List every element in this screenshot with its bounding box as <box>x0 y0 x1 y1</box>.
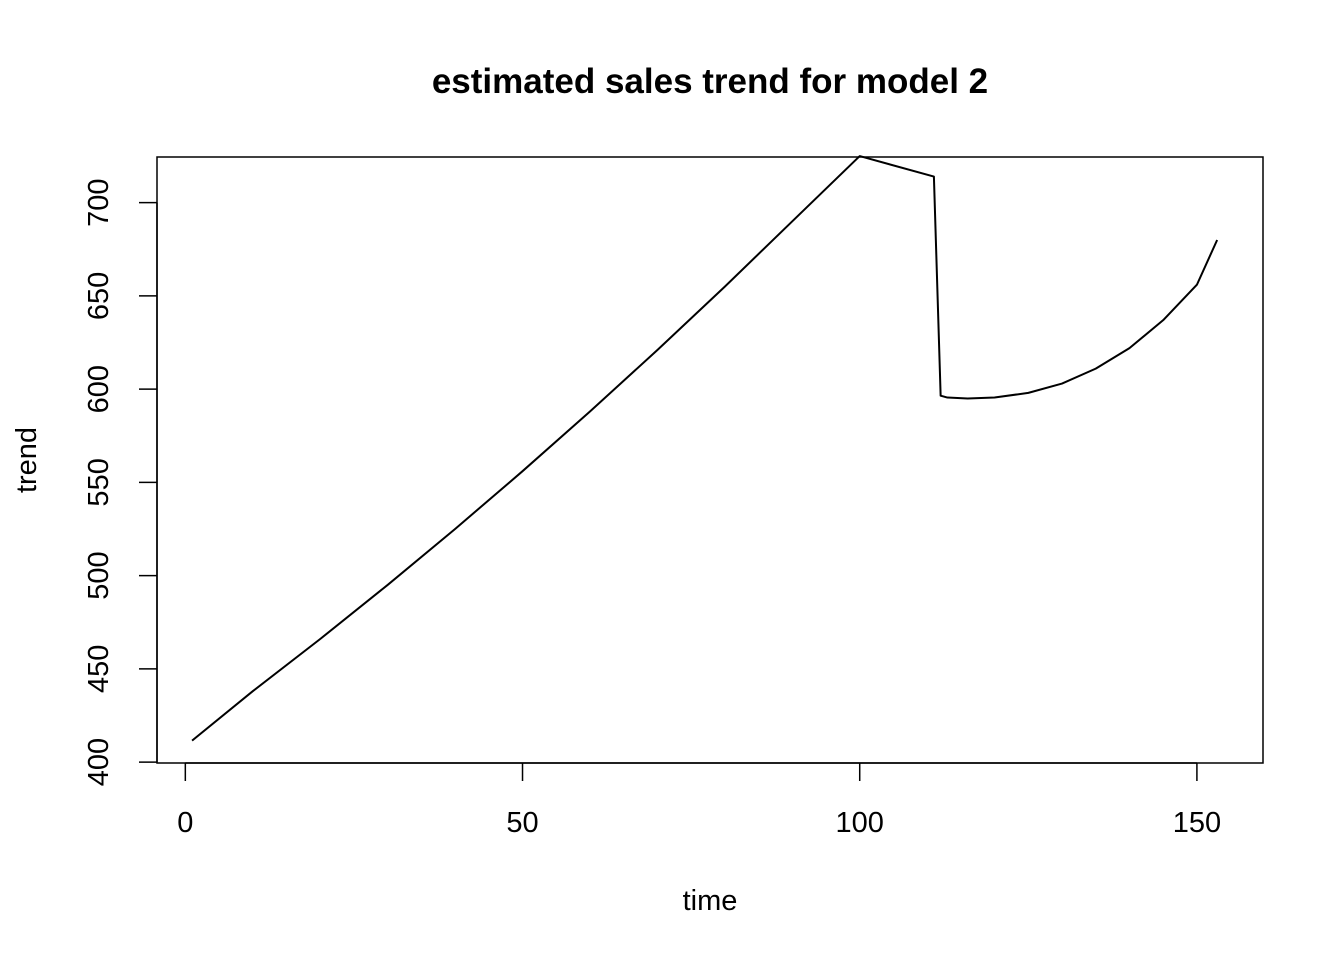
y-tick-label: 500 <box>83 551 115 599</box>
x-axis-label: time <box>683 885 738 917</box>
y-tick-label: 650 <box>83 272 115 320</box>
series-layer <box>191 155 1219 742</box>
y-tick-label: 600 <box>83 365 115 413</box>
x-axis: 0 50 100 150 <box>177 762 1221 839</box>
x-tick-label: 50 <box>506 807 538 839</box>
y-tick-label: 400 <box>83 738 115 786</box>
x-tick-label: 100 <box>836 807 884 839</box>
y-tick-label: 550 <box>83 458 115 506</box>
y-tick-label: 450 <box>83 645 115 693</box>
y-axis-label: trend <box>11 427 43 493</box>
x-tick-label: 150 <box>1173 807 1221 839</box>
chart-title: estimated sales trend for model 2 <box>432 62 988 101</box>
y-tick-label: 700 <box>83 178 115 226</box>
x-tick-label: 0 <box>177 807 193 839</box>
y-axis: 400 450 500 550 600 650 700 <box>83 178 158 786</box>
series-line-trend <box>191 155 1219 742</box>
